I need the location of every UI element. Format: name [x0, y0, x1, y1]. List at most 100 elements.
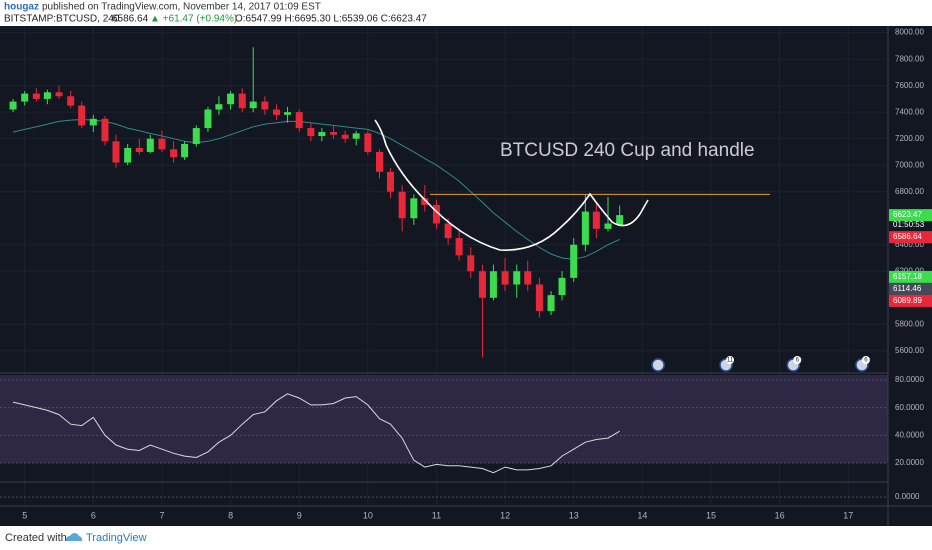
y-tick-label: 60.0000: [895, 403, 924, 412]
candle-body: [558, 277, 566, 296]
candle-body: [55, 92, 63, 97]
price-badge: [889, 231, 932, 244]
candle-body: [67, 96, 75, 106]
last-price: 6586.64: [112, 14, 149, 25]
countdown: 01:50:53: [893, 220, 925, 229]
price-badge: [889, 294, 932, 307]
y-tick-label: 40.0000: [895, 430, 924, 439]
candle-body: [547, 295, 555, 312]
candle-body: [124, 147, 132, 163]
plot: 11 6 6: [0, 26, 888, 506]
candle-body: [32, 93, 40, 99]
candle-body: [89, 118, 97, 126]
x-tick-label: 10: [363, 510, 373, 520]
candle-body: [170, 149, 178, 158]
candle-body: [432, 204, 440, 224]
y-tick-label: 5800.00: [895, 319, 924, 328]
candle-body: [192, 128, 200, 144]
candle-body: [444, 223, 452, 239]
candle-body: [410, 198, 418, 219]
candle-body: [261, 101, 269, 110]
y-tick-label: 7600.00: [895, 81, 924, 90]
candle-body: [135, 147, 143, 152]
candle-body: [238, 93, 246, 109]
candle-body: [78, 105, 86, 126]
candle-body: [249, 101, 257, 109]
x-tick-label: 8: [228, 510, 233, 520]
candle-body: [341, 134, 349, 139]
candle-body: [9, 101, 17, 110]
x-tick-label: 12: [500, 510, 510, 520]
change: ▲ +61.47 (+0.94%): [150, 14, 237, 25]
x-tick-label: 5: [22, 510, 27, 520]
price-badge-label: 6089.89: [893, 296, 922, 305]
rsi-band: [0, 375, 888, 463]
price-badge-label: 6623.47: [893, 210, 922, 219]
price-badge: [889, 209, 932, 222]
y-tick-label: 8000.00: [895, 28, 924, 37]
candle-body: [284, 112, 292, 115]
event-count-bg: [793, 356, 802, 364]
y-tick-label: 7400.00: [895, 107, 924, 116]
footer-bg: [0, 526, 932, 550]
candle-body: [43, 92, 51, 99]
y-tick-label: 6800.00: [895, 187, 924, 196]
y-tick-label: 20.0000: [895, 458, 924, 467]
candle-body: [295, 112, 303, 129]
candle-body: [21, 93, 29, 102]
candle-body: [478, 271, 486, 298]
x-tick-label: 13: [569, 510, 579, 520]
candle-body: [513, 271, 521, 285]
rsi-line: [12, 393, 620, 474]
candle-body: [489, 271, 497, 298]
y-tick-label: 6200.00: [895, 266, 924, 275]
brand[interactable]: TradingView: [86, 532, 147, 544]
candle-body: [146, 138, 154, 152]
candle-body: [101, 118, 109, 142]
price-badge-label: 6114.46: [893, 284, 922, 293]
candle-body: [604, 223, 612, 229]
price-badge-label: 6586.64: [893, 232, 922, 241]
candle-body: [581, 211, 589, 245]
candle-body: [467, 255, 475, 272]
x-tick-label: 16: [775, 510, 785, 520]
candle-body: [570, 244, 578, 278]
cup-drawing: [374, 119, 649, 251]
x-tick-label: 7: [159, 510, 164, 520]
y-tick-label: 5600.00: [895, 346, 924, 355]
x-tick-label: 15: [706, 510, 716, 520]
candle-body: [398, 191, 406, 219]
y-tick-label: 80.0000: [895, 375, 924, 384]
price-badge-label: 6157.18: [893, 272, 922, 281]
candle-body: [364, 133, 372, 152]
event-count-bg: [726, 356, 735, 364]
y-tick-label: 7800.00: [895, 54, 924, 63]
y-tick-label: 6400.00: [895, 240, 924, 249]
candle-body: [535, 284, 543, 312]
event-count-bg: [861, 356, 870, 364]
moving-average: [12, 118, 620, 260]
author[interactable]: hougaz: [4, 2, 39, 13]
x-tick-label: 11: [432, 510, 441, 520]
event-flag: [651, 358, 665, 372]
candle-body: [386, 171, 394, 192]
event-count: 11: [727, 358, 734, 364]
candle-body: [352, 133, 360, 139]
candle-body: [421, 198, 429, 205]
candle-body: [501, 271, 509, 285]
candle-body: [181, 143, 189, 158]
price-badge: [889, 270, 932, 283]
candle-body: [112, 141, 120, 163]
candle-body: [616, 215, 624, 226]
candle-body: [307, 128, 315, 137]
x-tick-label: 6: [91, 510, 96, 520]
candle-body: [273, 109, 281, 115]
x-tick-label: 17: [843, 510, 853, 520]
event-count: 6: [796, 358, 800, 364]
published: published on TradingView.com, November 1…: [42, 2, 321, 13]
logo: [65, 533, 83, 541]
candle-body: [592, 211, 600, 229]
candle-body: [318, 132, 326, 137]
header-bg: [0, 0, 932, 26]
